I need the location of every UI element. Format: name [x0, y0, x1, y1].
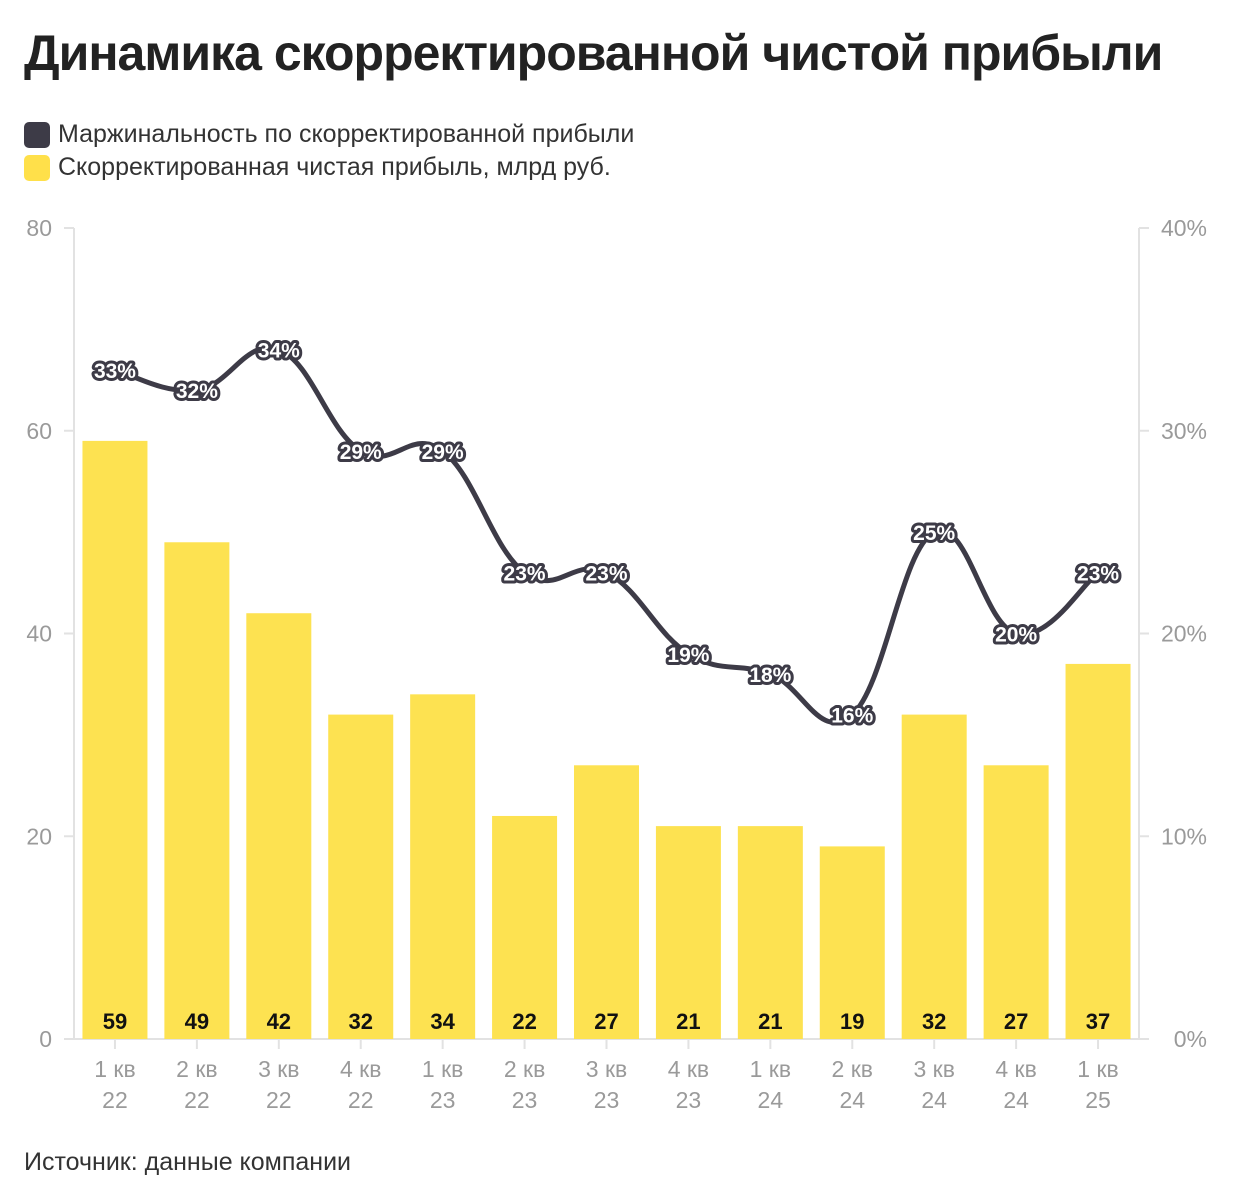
bar [410, 694, 476, 1039]
x-tick-label-year: 22 [348, 1087, 374, 1113]
x-tick-label-quarter: 4 кв [995, 1056, 1036, 1082]
y-left-tick-label: 80 [26, 215, 52, 241]
line-value-label: 18% [749, 664, 791, 687]
bar-value-label: 34 [430, 1009, 455, 1034]
bar [901, 714, 967, 1039]
y-right-tick-label: 20% [1161, 621, 1207, 647]
bar [737, 826, 803, 1039]
x-tick-label-quarter: 4 кв [668, 1056, 709, 1082]
bar [164, 542, 230, 1039]
x-tick-label-quarter: 3 кв [258, 1056, 299, 1082]
bar-value-label: 21 [758, 1009, 782, 1034]
bar [82, 440, 148, 1039]
bar [655, 826, 721, 1039]
bar-value-label: 49 [185, 1009, 209, 1034]
x-tick-label-year: 24 [839, 1087, 865, 1113]
x-tick-label-quarter: 3 кв [586, 1056, 627, 1082]
x-tick-label-year: 23 [676, 1087, 702, 1113]
y-right-tick-label: 10% [1161, 823, 1207, 849]
bar [819, 846, 885, 1039]
x-tick-label-year: 23 [430, 1087, 456, 1113]
line-value-label: 32% [176, 380, 218, 403]
line-value-label: 25% [913, 522, 955, 545]
x-tick-label-year: 22 [102, 1087, 128, 1113]
x-tick-label-quarter: 1 кв [94, 1056, 135, 1082]
bar-value-label: 37 [1086, 1009, 1110, 1034]
bar-value-label: 32 [348, 1009, 372, 1034]
bar [1065, 663, 1131, 1039]
bar [328, 714, 394, 1039]
bar-value-label: 32 [922, 1009, 946, 1034]
bar-value-label: 19 [840, 1009, 864, 1034]
line-value-label: 19% [667, 644, 709, 667]
y-left-tick-label: 0 [39, 1026, 52, 1052]
x-tick-label-quarter: 2 кв [504, 1056, 545, 1082]
legend: Маржинальность по скорректированной приб… [24, 118, 634, 184]
line-value-label: 34% [258, 340, 300, 363]
x-tick-label-quarter: 3 кв [913, 1056, 954, 1082]
legend-swatch-margin [24, 121, 50, 148]
bar [246, 613, 312, 1039]
x-tick-label-year: 23 [594, 1087, 620, 1113]
chart-title: Динамика скорректированной чистой прибыл… [24, 25, 1163, 81]
line-value-label: 23% [504, 563, 546, 586]
x-tick-label-quarter: 1 кв [422, 1056, 463, 1082]
y-left-tick-label: 20 [26, 823, 52, 849]
bar-value-label: 21 [676, 1009, 700, 1034]
x-tick-label-quarter: 2 кв [176, 1056, 217, 1082]
line-value-label: 16% [831, 705, 873, 728]
x-tick-label-quarter: 1 кв [750, 1056, 791, 1082]
x-tick-label-quarter: 4 кв [340, 1056, 381, 1082]
legend-label-profit: Скорректированная чистая прибыль, млрд р… [58, 153, 611, 181]
bar-value-label: 27 [594, 1009, 618, 1034]
bar-value-label: 27 [1004, 1009, 1028, 1034]
x-tick-label-year: 24 [1003, 1087, 1029, 1113]
y-right-tick-label: 40% [1161, 215, 1207, 241]
x-tick-label-year: 24 [921, 1087, 947, 1113]
x-tick-label-year: 24 [758, 1087, 784, 1113]
line-value-label: 20% [995, 624, 1037, 647]
x-tick-label-quarter: 1 кв [1077, 1056, 1118, 1082]
y-right-tick-label: 30% [1161, 418, 1207, 444]
legend-swatch-profit [24, 154, 50, 181]
legend-item-margin: Маржинальность по скорректированной приб… [24, 118, 634, 151]
x-tick-label-year: 22 [184, 1087, 210, 1113]
line-value-label: 33% [94, 360, 136, 383]
margin-line [112, 345, 1101, 725]
x-tick-label-year: 23 [512, 1087, 538, 1113]
legend-label-margin: Маржинальность по скорректированной приб… [58, 120, 635, 148]
line-value-label: 29% [422, 441, 464, 464]
line-value-label: 23% [1077, 563, 1119, 586]
y-right-tick-label: 0% [1174, 1026, 1207, 1052]
y-left-tick-label: 40 [26, 621, 52, 647]
line-value-label: 23% [585, 563, 627, 586]
source-note: Источник: данные компании [24, 1148, 352, 1176]
bar-value-label: 22 [512, 1009, 536, 1034]
bar [492, 815, 558, 1039]
y-left-tick-label: 60 [26, 418, 52, 444]
x-tick-label-year: 22 [266, 1087, 292, 1113]
x-tick-label-year: 25 [1085, 1087, 1111, 1113]
x-tick-label-quarter: 2 кв [832, 1056, 873, 1082]
legend-item-profit: Скорректированная чистая прибыль, млрд р… [24, 151, 634, 184]
bar [574, 765, 639, 1039]
bar-value-label: 42 [267, 1009, 291, 1034]
bar [983, 765, 1049, 1039]
bar-value-label: 59 [103, 1009, 127, 1034]
line-value-label: 29% [340, 441, 382, 464]
